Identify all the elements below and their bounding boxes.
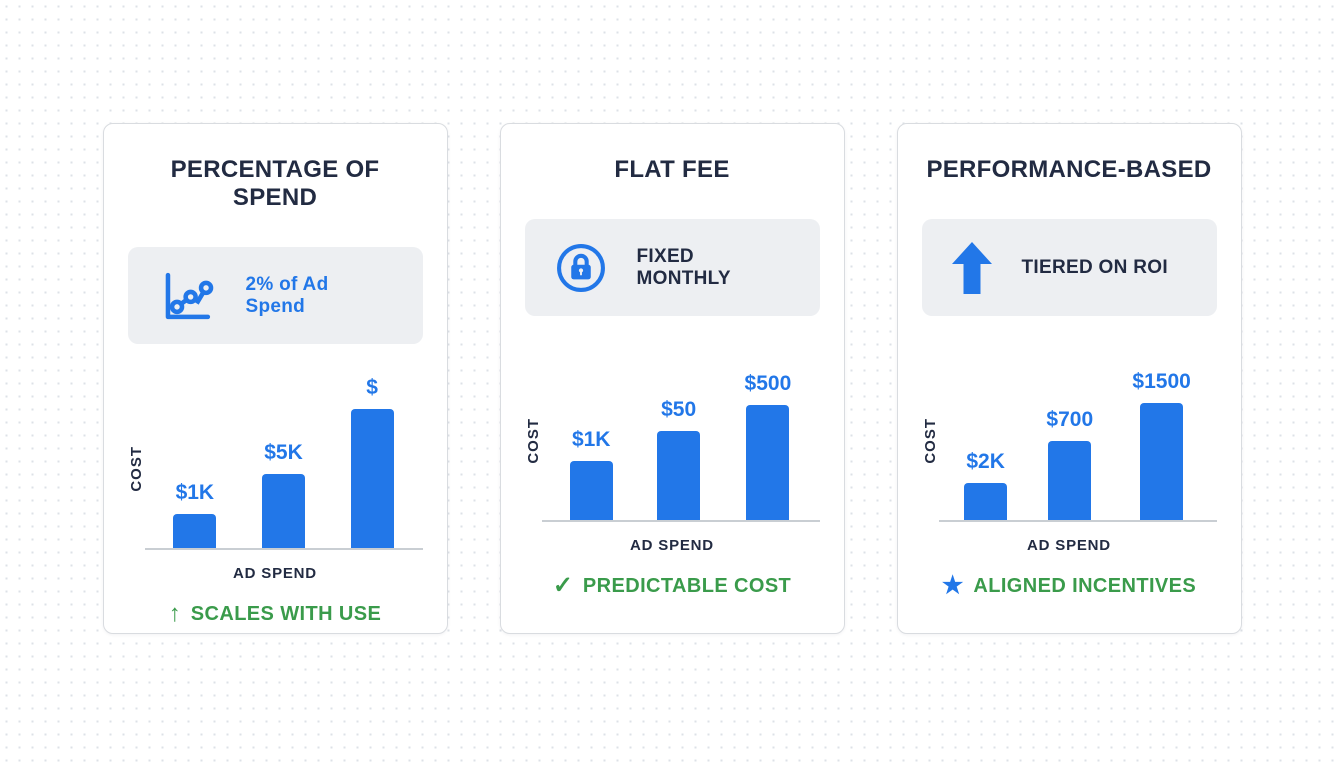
star-icon: ★: [941, 572, 964, 599]
line-chart-icon: [158, 267, 216, 325]
card-footer: ★ ALIGNED INCENTIVES: [922, 574, 1217, 598]
bar-group: $1K: [173, 481, 217, 548]
badge-label: FIXED MONTHLY: [636, 245, 731, 289]
y-axis-label: COST: [127, 446, 145, 492]
bar: [746, 405, 790, 520]
bar-group: $700: [1046, 408, 1093, 520]
y-axis-label: COST: [524, 418, 542, 464]
bar: [1140, 403, 1184, 520]
x-axis-label: AD SPEND: [233, 565, 317, 582]
flat-fee-badge: FIXED MONTHLY: [524, 219, 820, 316]
card-flat-fee: FLAT FEE FIXED MONTHLY COST $1K: [499, 123, 845, 634]
footer-label: SCALES WITH USE: [190, 602, 382, 625]
bar-group: $1K: [569, 428, 613, 520]
bar-value-label: $2K: [966, 450, 1005, 473]
badge-label: 2% of Ad Spend: [245, 273, 329, 317]
bar: [261, 474, 305, 548]
card-title: PERFORMANCE-BASED: [926, 156, 1212, 183]
bar: [350, 409, 394, 548]
card-title: FLAT FEE: [614, 156, 730, 183]
bar: [964, 483, 1008, 520]
card-title: PERCENTAGE OF SPEND: [170, 156, 380, 211]
bar-group: $: [350, 376, 394, 548]
bar-value-label: $700: [1046, 408, 1094, 431]
badge-label: TIERED ON ROI: [1021, 256, 1168, 278]
check-icon: ✓: [552, 572, 573, 599]
bar-value-label: $1K: [175, 481, 215, 504]
bar-chart-percentage: COST $1K $5K $: [128, 360, 423, 550]
bar-value-label: $: [366, 376, 378, 399]
bar-group: $500: [744, 372, 792, 520]
bar: [569, 461, 613, 520]
bar-value-label: $1K: [571, 428, 611, 451]
bar-value-label: $5K: [264, 441, 303, 464]
lock-icon: [555, 242, 607, 294]
card-footer: ↑ SCALES WITH USE: [128, 602, 423, 626]
bar: [173, 514, 217, 548]
card-footer: ✓ PREDICTABLE COST: [525, 574, 820, 598]
plot-area: $1K $5K $: [144, 360, 423, 550]
percentage-badge: 2% of Ad Spend: [127, 247, 423, 344]
bar-chart-flat-fee: COST $1K $50 $500: [525, 332, 820, 522]
arrow-up-icon: [951, 241, 992, 294]
bar-group: $1500: [1132, 370, 1191, 520]
bar-value-label: $1500: [1132, 370, 1191, 393]
bar-value-label: $500: [744, 372, 792, 395]
bar-group: $2K: [964, 450, 1008, 520]
plot-area: $1K $50 $500: [541, 332, 820, 522]
bar: [657, 431, 701, 520]
plot-area: $2K $700 $1500: [938, 332, 1217, 522]
bar-chart-performance: COST $2K $700 $1500: [922, 332, 1217, 522]
pricing-cards-row: PERCENTAGE OF SPEND 2% of Ad Spend COST …: [102, 123, 1242, 634]
arrow-up-icon: ↑: [168, 600, 181, 627]
bar-group: $5K: [261, 441, 305, 548]
bar: [1048, 441, 1092, 520]
x-axis-label: AD SPEND: [630, 537, 714, 554]
performance-badge: TIERED ON ROI: [921, 219, 1217, 316]
card-percentage-of-spend: PERCENTAGE OF SPEND 2% of Ad Spend COST …: [102, 123, 448, 634]
bar-group: $50: [657, 398, 701, 520]
bar-value-label: $50: [661, 398, 697, 421]
x-axis-label: AD SPEND: [1027, 537, 1111, 554]
footer-label: ALIGNED INCENTIVES: [973, 574, 1197, 597]
card-performance-based: PERFORMANCE-BASED TIERED ON ROI COST $2K…: [896, 123, 1242, 634]
footer-label: PREDICTABLE COST: [582, 574, 792, 597]
y-axis-label: COST: [921, 418, 939, 464]
